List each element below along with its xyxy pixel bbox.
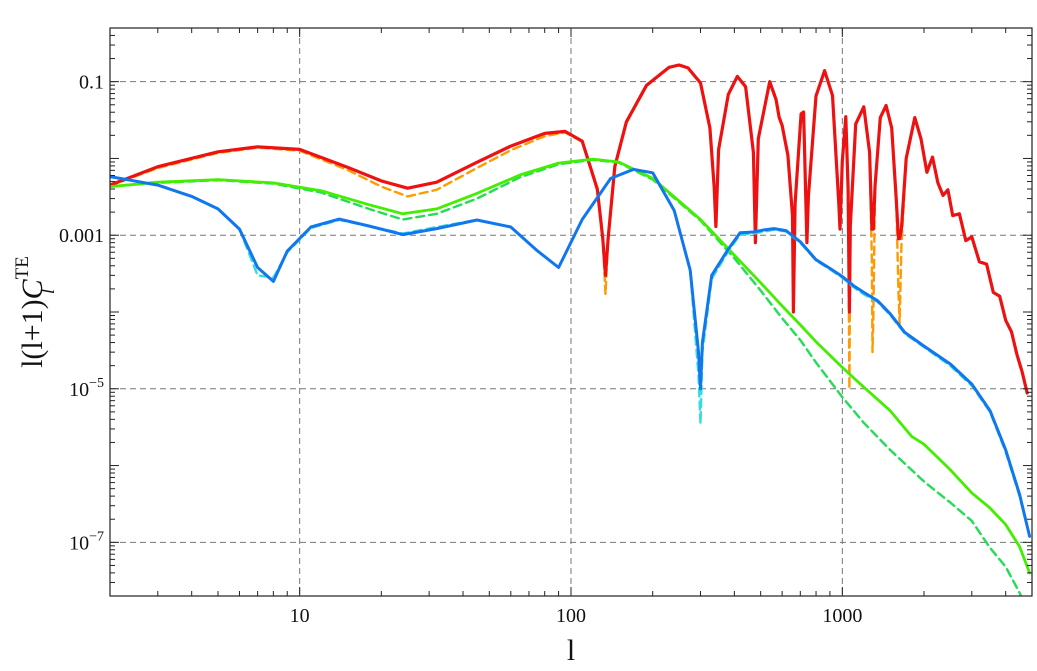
series-group [110, 63, 1032, 596]
ticks [109, 27, 1033, 597]
x-axis-label: l [567, 634, 575, 667]
series-line-3 [110, 157, 1031, 575]
y-axis-label-subscript: l [38, 289, 59, 294]
y-tick-label-3: 0.1 [79, 72, 104, 94]
x-tick-label-2: 1000 [822, 605, 862, 627]
y-axis-label-symbol: C [16, 278, 49, 299]
y-axis-label: l(l+1)CTE l [12, 256, 59, 368]
grid [110, 28, 1032, 596]
y-tick-label-1: 10−5 [69, 376, 104, 401]
y-axis-label-superscript: TE [12, 256, 33, 279]
y-axis-label-prefix: l(l+1) [16, 299, 49, 368]
x-tick-label-1: 100 [556, 605, 586, 627]
series-line-1 [110, 63, 1029, 395]
series-line-5 [110, 167, 1032, 538]
y-tick-label-2: 0.001 [59, 225, 104, 247]
y-tick-label-0: 10−7 [69, 529, 104, 554]
x-tick-label-0: 10 [290, 605, 310, 627]
tick-labels: 10 100 1000 10−7 10−5 0.001 0.1 [59, 72, 862, 627]
